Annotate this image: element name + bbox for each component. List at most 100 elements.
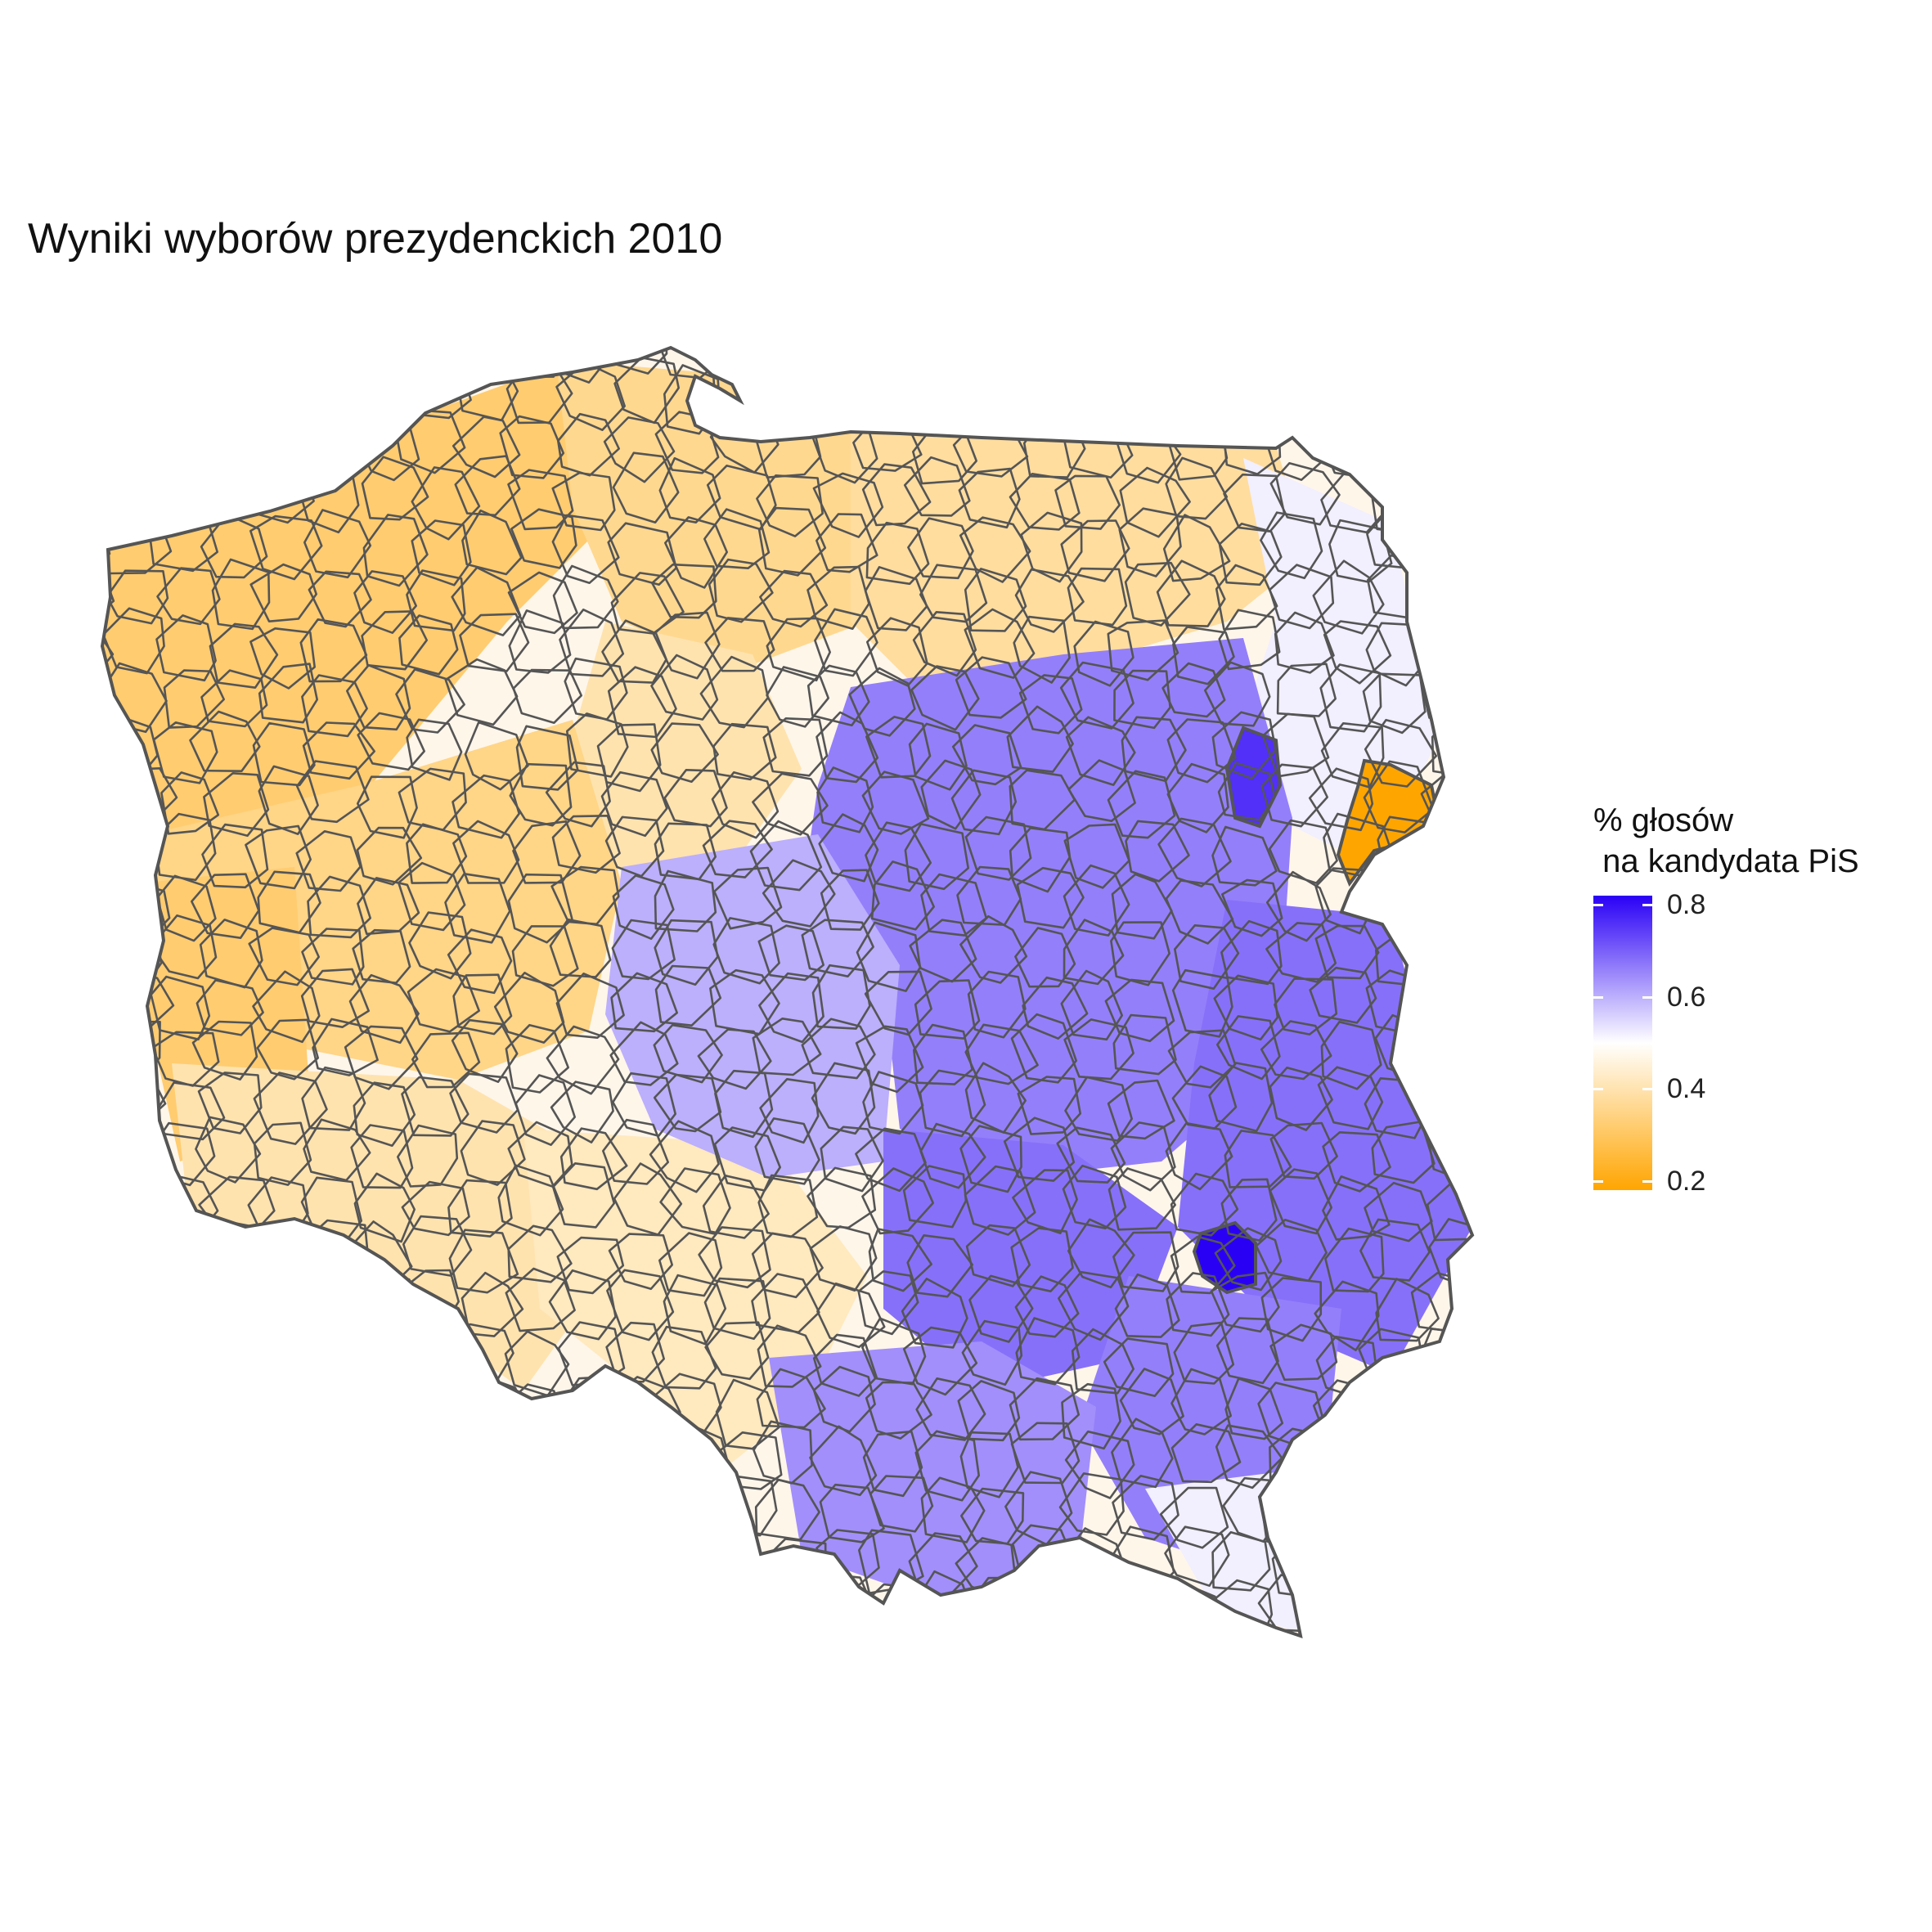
powiat-border	[102, 1278, 112, 1345]
powiat-border	[251, 1230, 317, 1290]
powiat-border	[353, 1081, 416, 1147]
powiat-border	[709, 348, 777, 376]
powiat-border	[919, 1069, 986, 1138]
powiat-border	[957, 1380, 1021, 1442]
powiat-border	[1367, 420, 1438, 483]
powiat-border	[766, 348, 831, 380]
powiat-border	[452, 416, 521, 479]
powiat-border	[1359, 1422, 1422, 1486]
powiat-border	[865, 716, 932, 779]
powiat-border	[1364, 718, 1438, 788]
powiat-border	[1204, 661, 1271, 727]
powiat-border	[868, 1228, 932, 1292]
powiat-border	[203, 1389, 271, 1449]
powiat-border	[454, 455, 521, 517]
powiat-border	[1159, 1486, 1229, 1549]
powiat-border	[506, 1431, 578, 1491]
powiat-border	[250, 1328, 317, 1393]
powiat-border	[549, 918, 612, 978]
powiat-border	[864, 565, 928, 631]
powiat-border	[305, 1371, 369, 1441]
powiat-border	[766, 617, 832, 682]
powiat-border	[451, 1018, 519, 1083]
powiat-border	[1056, 1126, 1126, 1184]
powiat-border	[189, 710, 261, 773]
powiat-border	[654, 919, 719, 986]
powiat-border	[1113, 669, 1171, 730]
powiat-border	[459, 613, 530, 672]
powiat-border	[156, 567, 221, 626]
powiat-border	[951, 724, 1022, 786]
powiat-border	[102, 821, 160, 888]
powiat-border	[1211, 711, 1277, 780]
powiat-border	[356, 775, 418, 839]
powiat-border	[663, 768, 728, 828]
powiat-border	[811, 1062, 876, 1135]
powiat-border	[559, 1127, 628, 1191]
powiat-border	[102, 1534, 166, 1591]
powiat-border	[152, 459, 220, 527]
powiat-border	[1067, 567, 1128, 627]
powiat-border	[251, 348, 317, 372]
powiat-border	[605, 1321, 666, 1384]
powiat-border	[1328, 1575, 1386, 1636]
powiat-border	[451, 566, 522, 636]
powiat-border	[406, 569, 466, 632]
powiat-border	[703, 1277, 771, 1341]
powiat-border	[1104, 978, 1175, 1043]
powiat-border	[703, 508, 771, 570]
powiat-border	[303, 363, 368, 427]
powiat-border	[1414, 359, 1472, 423]
powiat-border	[613, 1423, 676, 1488]
powiat-border	[200, 1263, 272, 1332]
powiat-border	[759, 1078, 820, 1144]
powiat-border	[819, 1483, 885, 1543]
powiat-border	[856, 921, 922, 992]
powiat-border	[1276, 663, 1337, 717]
powiat-border	[599, 1476, 664, 1540]
powiat-border	[1309, 966, 1377, 1024]
powiat-border	[1103, 1337, 1175, 1397]
powiat-border	[865, 1381, 932, 1440]
powiat-border	[1111, 1418, 1174, 1489]
powiat-border	[448, 1229, 519, 1294]
powiat-border	[1323, 620, 1392, 685]
legend-tick-label: 0.4	[1667, 1073, 1706, 1105]
powiat-border	[1065, 360, 1130, 420]
powiat-border	[344, 1025, 419, 1090]
powiat-border	[1010, 1227, 1074, 1292]
powiat-border	[256, 1375, 321, 1436]
powiat-border	[1269, 461, 1341, 526]
powiat-border	[612, 874, 675, 940]
powiat-border	[555, 1422, 620, 1486]
powiat-border	[906, 1234, 973, 1298]
powiat-border	[1009, 1377, 1080, 1441]
powiat-border	[1363, 760, 1435, 833]
powiat-border	[195, 979, 264, 1036]
powiat-border	[820, 1126, 884, 1193]
powiat-border	[253, 1121, 312, 1186]
powiat-border	[201, 823, 269, 889]
powiat-border	[197, 1072, 263, 1134]
powiat-border	[911, 348, 969, 378]
powiat-border	[1124, 561, 1191, 627]
legend-tick-label: 0.6	[1667, 981, 1706, 1013]
powiat-border	[452, 973, 513, 1036]
powiat-border	[361, 456, 429, 521]
powiat-border	[1157, 817, 1232, 887]
powiat-border	[1310, 1531, 1376, 1597]
powiat-border	[964, 568, 1027, 632]
powiat-border	[699, 655, 770, 729]
powiat-border	[200, 513, 268, 579]
powiat-border	[1427, 920, 1472, 982]
powiat-border	[252, 721, 316, 787]
powiat-border	[1417, 1428, 1472, 1487]
powiat-border	[514, 1074, 577, 1146]
powiat-border	[102, 968, 119, 1034]
powiat-border	[1064, 1076, 1133, 1142]
powiat-border	[1161, 662, 1226, 718]
powiat-border	[704, 617, 775, 672]
powiat-border	[914, 1430, 980, 1502]
powiat-border	[303, 1434, 370, 1503]
powiat-border	[353, 1525, 425, 1593]
